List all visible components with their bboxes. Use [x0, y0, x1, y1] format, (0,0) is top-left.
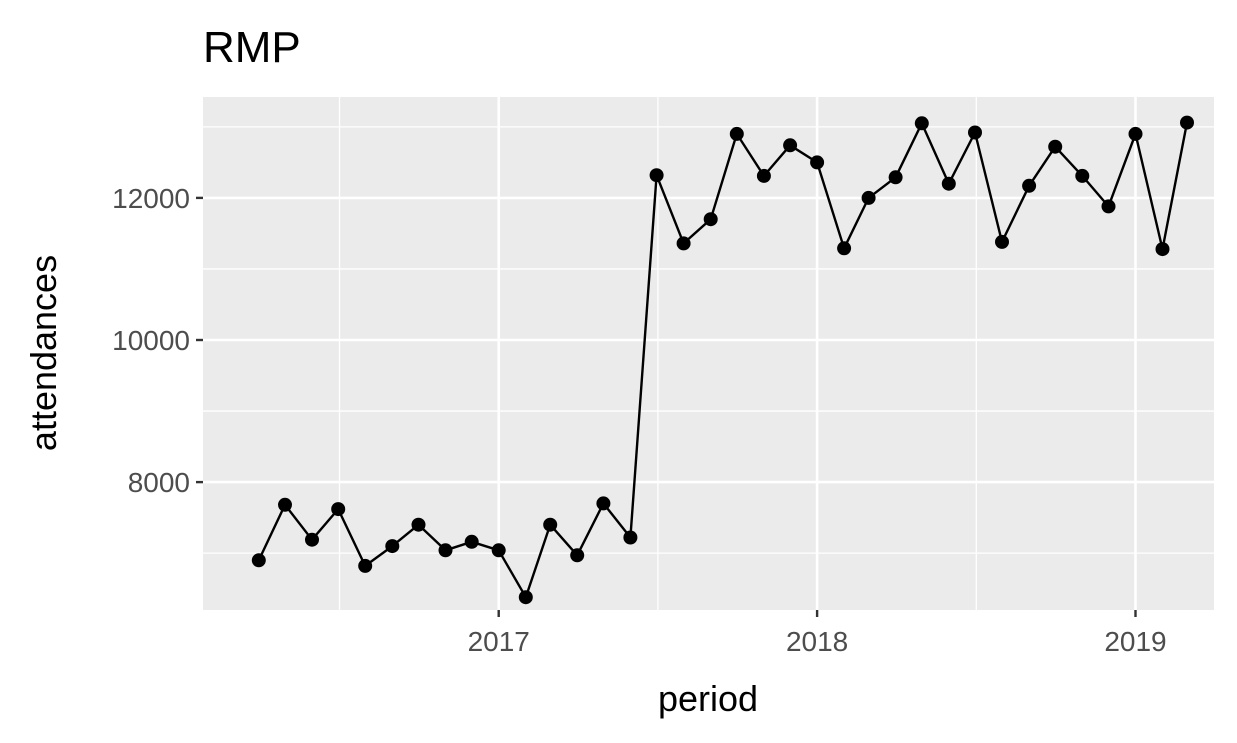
series-layer: [251, 115, 1194, 605]
data-point: [438, 543, 453, 558]
data-point: [888, 170, 903, 185]
data-point: [861, 190, 876, 205]
data-point: [1180, 115, 1194, 130]
data-point: [331, 502, 346, 517]
x-axis-title: period: [658, 678, 758, 719]
data-point: [810, 155, 825, 170]
data-point: [1075, 168, 1090, 183]
data-point: [623, 530, 638, 545]
data-point: [676, 236, 691, 251]
major-gridlines: [203, 97, 1214, 610]
data-point: [649, 168, 664, 183]
data-point: [518, 590, 533, 605]
data-point: [783, 138, 798, 153]
y-tick-label: 8000: [128, 467, 190, 498]
data-point: [1022, 178, 1037, 193]
minor-gridlines: [203, 97, 1214, 610]
data-point: [491, 543, 506, 558]
chart-title: RMP: [203, 23, 301, 72]
data-point: [570, 548, 585, 563]
y-tick-label: 10000: [112, 325, 190, 356]
x-tick-label: 2019: [1104, 626, 1166, 657]
data-point: [543, 517, 558, 532]
data-point: [596, 496, 611, 511]
data-point: [1128, 126, 1143, 141]
data-point: [305, 532, 319, 547]
data-point: [941, 176, 956, 191]
data-point: [756, 168, 771, 183]
data-point: [358, 558, 373, 573]
data-point: [968, 125, 982, 140]
data-point: [1048, 139, 1063, 154]
x-tick-label: 2017: [468, 626, 530, 657]
data-point: [729, 126, 744, 141]
data-point: [837, 241, 852, 256]
x-axis: 2017 2018 2019: [468, 610, 1167, 657]
x-tick-label: 2018: [786, 626, 848, 657]
data-point: [251, 553, 266, 568]
data-point: [464, 534, 479, 549]
y-axis: 8000 10000 12000: [112, 183, 203, 498]
data-point: [411, 517, 426, 532]
data-point: [703, 212, 718, 227]
data-point: [1101, 199, 1116, 214]
data-point: [914, 116, 929, 131]
plot-panel: [203, 97, 1214, 610]
y-tick-label: 12000: [112, 183, 190, 214]
data-point: [385, 539, 400, 554]
data-point: [1155, 242, 1170, 257]
data-point: [995, 234, 1009, 249]
y-axis-title: attendances: [23, 255, 64, 451]
data-point: [278, 497, 292, 512]
